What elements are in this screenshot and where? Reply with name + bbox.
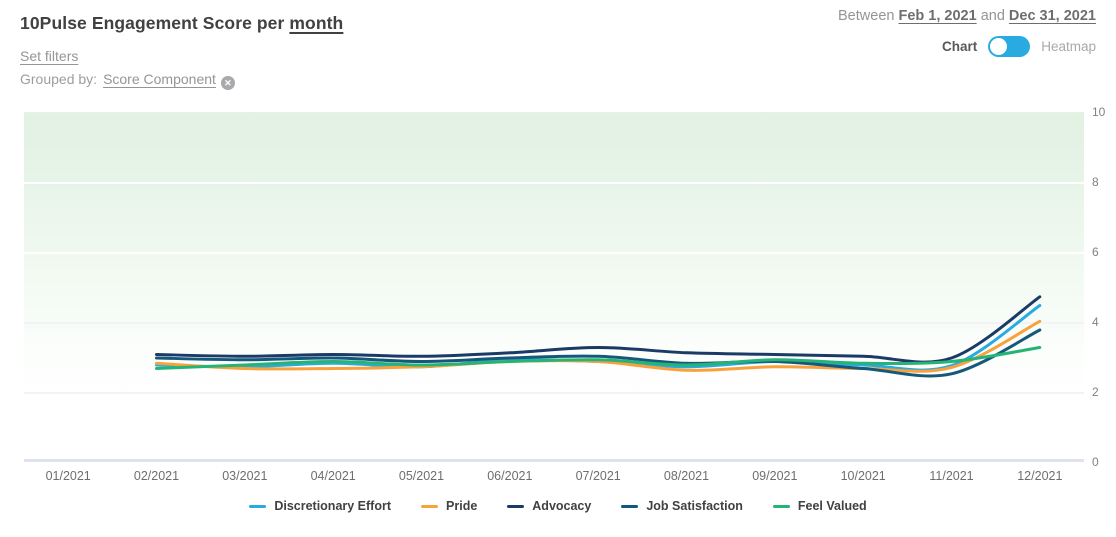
grouped-by-label: Grouped by: [20,71,98,87]
legend-item-job-satisfaction[interactable]: Job Satisfaction [621,499,743,513]
y-axis-label-6: 6 [1092,245,1099,259]
gridline-6 [24,252,1084,254]
x-axis-label-01/2021: 01/2021 [45,469,91,483]
series-svg [155,295,1042,378]
date-range: Between Feb 1, 2021 and Dec 31, 2021 [838,8,1096,24]
legend-item-pride[interactable]: Pride [421,499,477,513]
heatmap-toggle-label: Heatmap [1041,39,1096,54]
legend-item-advocacy[interactable]: Advocacy [507,499,591,513]
gridline-4 [24,322,1084,324]
x-axis-label-04/2021: 04/2021 [310,469,356,483]
plot-area [24,112,1084,462]
and-label: and [976,8,1009,24]
x-axis-label-08/2021: 08/2021 [663,469,710,483]
legend-swatch [249,504,267,508]
header-right: Between Feb 1, 2021 and Dec 31, 2021 Cha… [838,8,1096,57]
remove-group-icon[interactable]: ✕ [220,76,235,90]
page-title: 10Pulse Engagement Score per month [20,13,343,34]
series-line-pride [155,319,1042,373]
y-axis-label-2: 2 [1092,385,1099,399]
legend-swatch [772,504,790,508]
legend-label: Advocacy [532,499,592,513]
y-axis-label-4: 4 [1092,315,1099,329]
gridline-2 [24,392,1084,394]
x-axis-label-09/2021: 09/2021 [752,469,798,483]
legend-label: Job Satisfaction [646,499,743,513]
series-line-job-satisfaction [155,328,1042,378]
y-axis-label-0: 0 [1092,455,1099,469]
y-axis-label-10: 10 [1092,105,1106,119]
legend-item-discretionary-effort[interactable]: Discretionary Effort [249,499,391,513]
set-filters-link[interactable]: Set filters [20,48,79,64]
x-axis-label-03/2021: 03/2021 [222,469,268,483]
series-line-feel-valued [155,346,1042,370]
grouped-by-value[interactable]: Score Component [103,71,216,87]
legend-swatch [621,504,639,508]
date-start-link[interactable]: Feb 1, 2021 [898,8,977,24]
legend: Discretionary Effort Pride Advocacy Job … [0,499,1116,513]
x-axis-label-10/2021: 10/2021 [840,469,886,483]
legend-label: Discretionary Effort [274,499,392,513]
toggle-knob-icon [990,38,1008,55]
page-title-text: 10Pulse Engagement Score per [20,13,290,33]
view-toggle-row: Chart Heatmap [942,36,1096,57]
gridline-8 [24,182,1084,184]
between-label: Between [838,8,899,24]
view-toggle[interactable] [988,36,1031,57]
grouped-by: Grouped by: Score Component ✕ [20,71,235,90]
period-selector[interactable]: month [289,13,344,33]
y-axis-label-8: 8 [1092,175,1099,189]
x-axis-label-07/2021: 07/2021 [575,469,621,483]
legend-label: Feel Valued [797,499,867,513]
x-axis-label-11/2021: 11/2021 [929,469,974,483]
chart-toggle-label: Chart [941,39,978,54]
legend-swatch [421,504,439,508]
x-axis-line [24,459,1084,462]
x-axis-label-12/2021: 12/2021 [1017,469,1063,483]
series-line-advocacy [155,295,1042,364]
x-axis-label-02/2021: 02/2021 [133,469,180,483]
legend-swatch [507,504,525,508]
x-axis-label-05/2021: 05/2021 [398,469,445,483]
x-axis-label-06/2021: 06/2021 [487,469,533,483]
legend-label: Pride [446,499,478,513]
legend-item-feel-valued[interactable]: Feel Valued [772,499,867,513]
date-end-link[interactable]: Dec 31, 2021 [1008,8,1096,24]
